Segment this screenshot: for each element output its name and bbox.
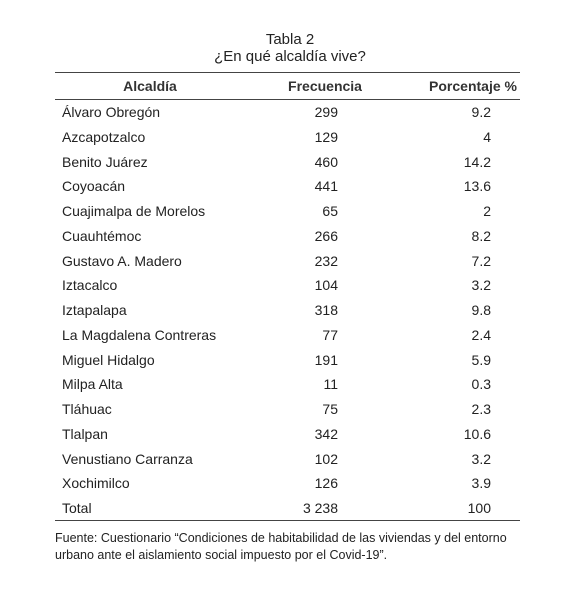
row-label: La Magdalena Contreras	[62, 326, 217, 343]
frequency-cell: 129	[314, 128, 338, 145]
row-label: Miguel Hidalgo	[62, 351, 155, 368]
row-label: Álvaro Obregón	[62, 104, 161, 120]
frequency-cell: 77	[322, 326, 338, 343]
frequency-cell: 299	[314, 104, 338, 120]
row-label: Benito Juárez	[62, 153, 148, 170]
frequency-cell: 3 238	[302, 500, 338, 516]
frequency-cell: 460	[314, 153, 338, 170]
frequency-cell: 342	[314, 425, 338, 442]
row-label: Gustavo A. Madero	[62, 252, 182, 269]
percentage-cell: 3.9	[471, 475, 491, 492]
column-header: Frecuencia	[288, 78, 362, 94]
percentage-cell: 2.4	[471, 326, 491, 343]
percentage-cell: 8.2	[471, 227, 491, 244]
row-label: Venustiano Carranza	[62, 450, 193, 467]
frequency-cell: 104	[314, 277, 338, 294]
row-label: Cuajimalpa de Morelos	[62, 203, 206, 219]
footnote: Fuente: Cuestionario “Condiciones de hab…	[55, 531, 507, 562]
percentage-cell: 13.6	[463, 178, 491, 195]
table-subtitle: ¿En qué alcaldía vive?	[214, 48, 366, 65]
percentage-cell: 9.2	[471, 104, 491, 120]
table-title: Tabla 2	[265, 31, 315, 48]
row-label: Total	[62, 500, 92, 516]
percentage-cell: 9.8	[471, 302, 491, 318]
percentage-cell: 2.3	[471, 401, 491, 417]
frequency-cell: 266	[314, 227, 338, 244]
row-label: Milpa Alta	[62, 376, 123, 393]
frequency-cell: 441	[314, 178, 338, 195]
column-header: Alcaldía	[123, 78, 177, 94]
frequency-cell: 11	[323, 376, 338, 393]
frequency-cell: 318	[314, 302, 338, 318]
percentage-cell: 14.2	[463, 153, 491, 170]
row-label: Tláhuac	[62, 401, 112, 417]
header-rule	[55, 99, 520, 100]
row-label: Tlalpan	[62, 425, 108, 442]
frequency-cell: 191	[314, 351, 338, 368]
row-label: Xochimilco	[62, 475, 130, 492]
frequency-cell: 75	[322, 401, 338, 417]
bottom-rule	[55, 520, 520, 521]
row-label: Cuauhtémoc	[62, 227, 142, 244]
row-label: Iztacalco	[62, 277, 118, 294]
percentage-cell: 3.2	[471, 277, 491, 294]
frequency-cell: 102	[314, 450, 338, 467]
row-label: Azcapotzalco	[62, 128, 146, 145]
row-label: Iztapalapa	[62, 302, 127, 318]
frequency-cell: 126	[314, 475, 338, 492]
percentage-cell: 100	[467, 500, 491, 516]
percentage-cell: 5.9	[471, 351, 491, 368]
percentage-cell: 0.3	[471, 376, 491, 393]
percentage-cell: 10.6	[463, 425, 491, 442]
percentage-cell: 3.2	[471, 450, 491, 467]
percentage-cell: 7.2	[471, 252, 491, 269]
percentage-cell: 2	[483, 203, 491, 219]
top-rule	[55, 72, 520, 73]
frequency-cell: 232	[314, 252, 338, 269]
row-label: Coyoacán	[62, 178, 126, 195]
column-header: Porcentaje %	[429, 78, 517, 94]
percentage-cell: 4	[483, 128, 491, 145]
frequency-cell: 65	[322, 203, 338, 219]
